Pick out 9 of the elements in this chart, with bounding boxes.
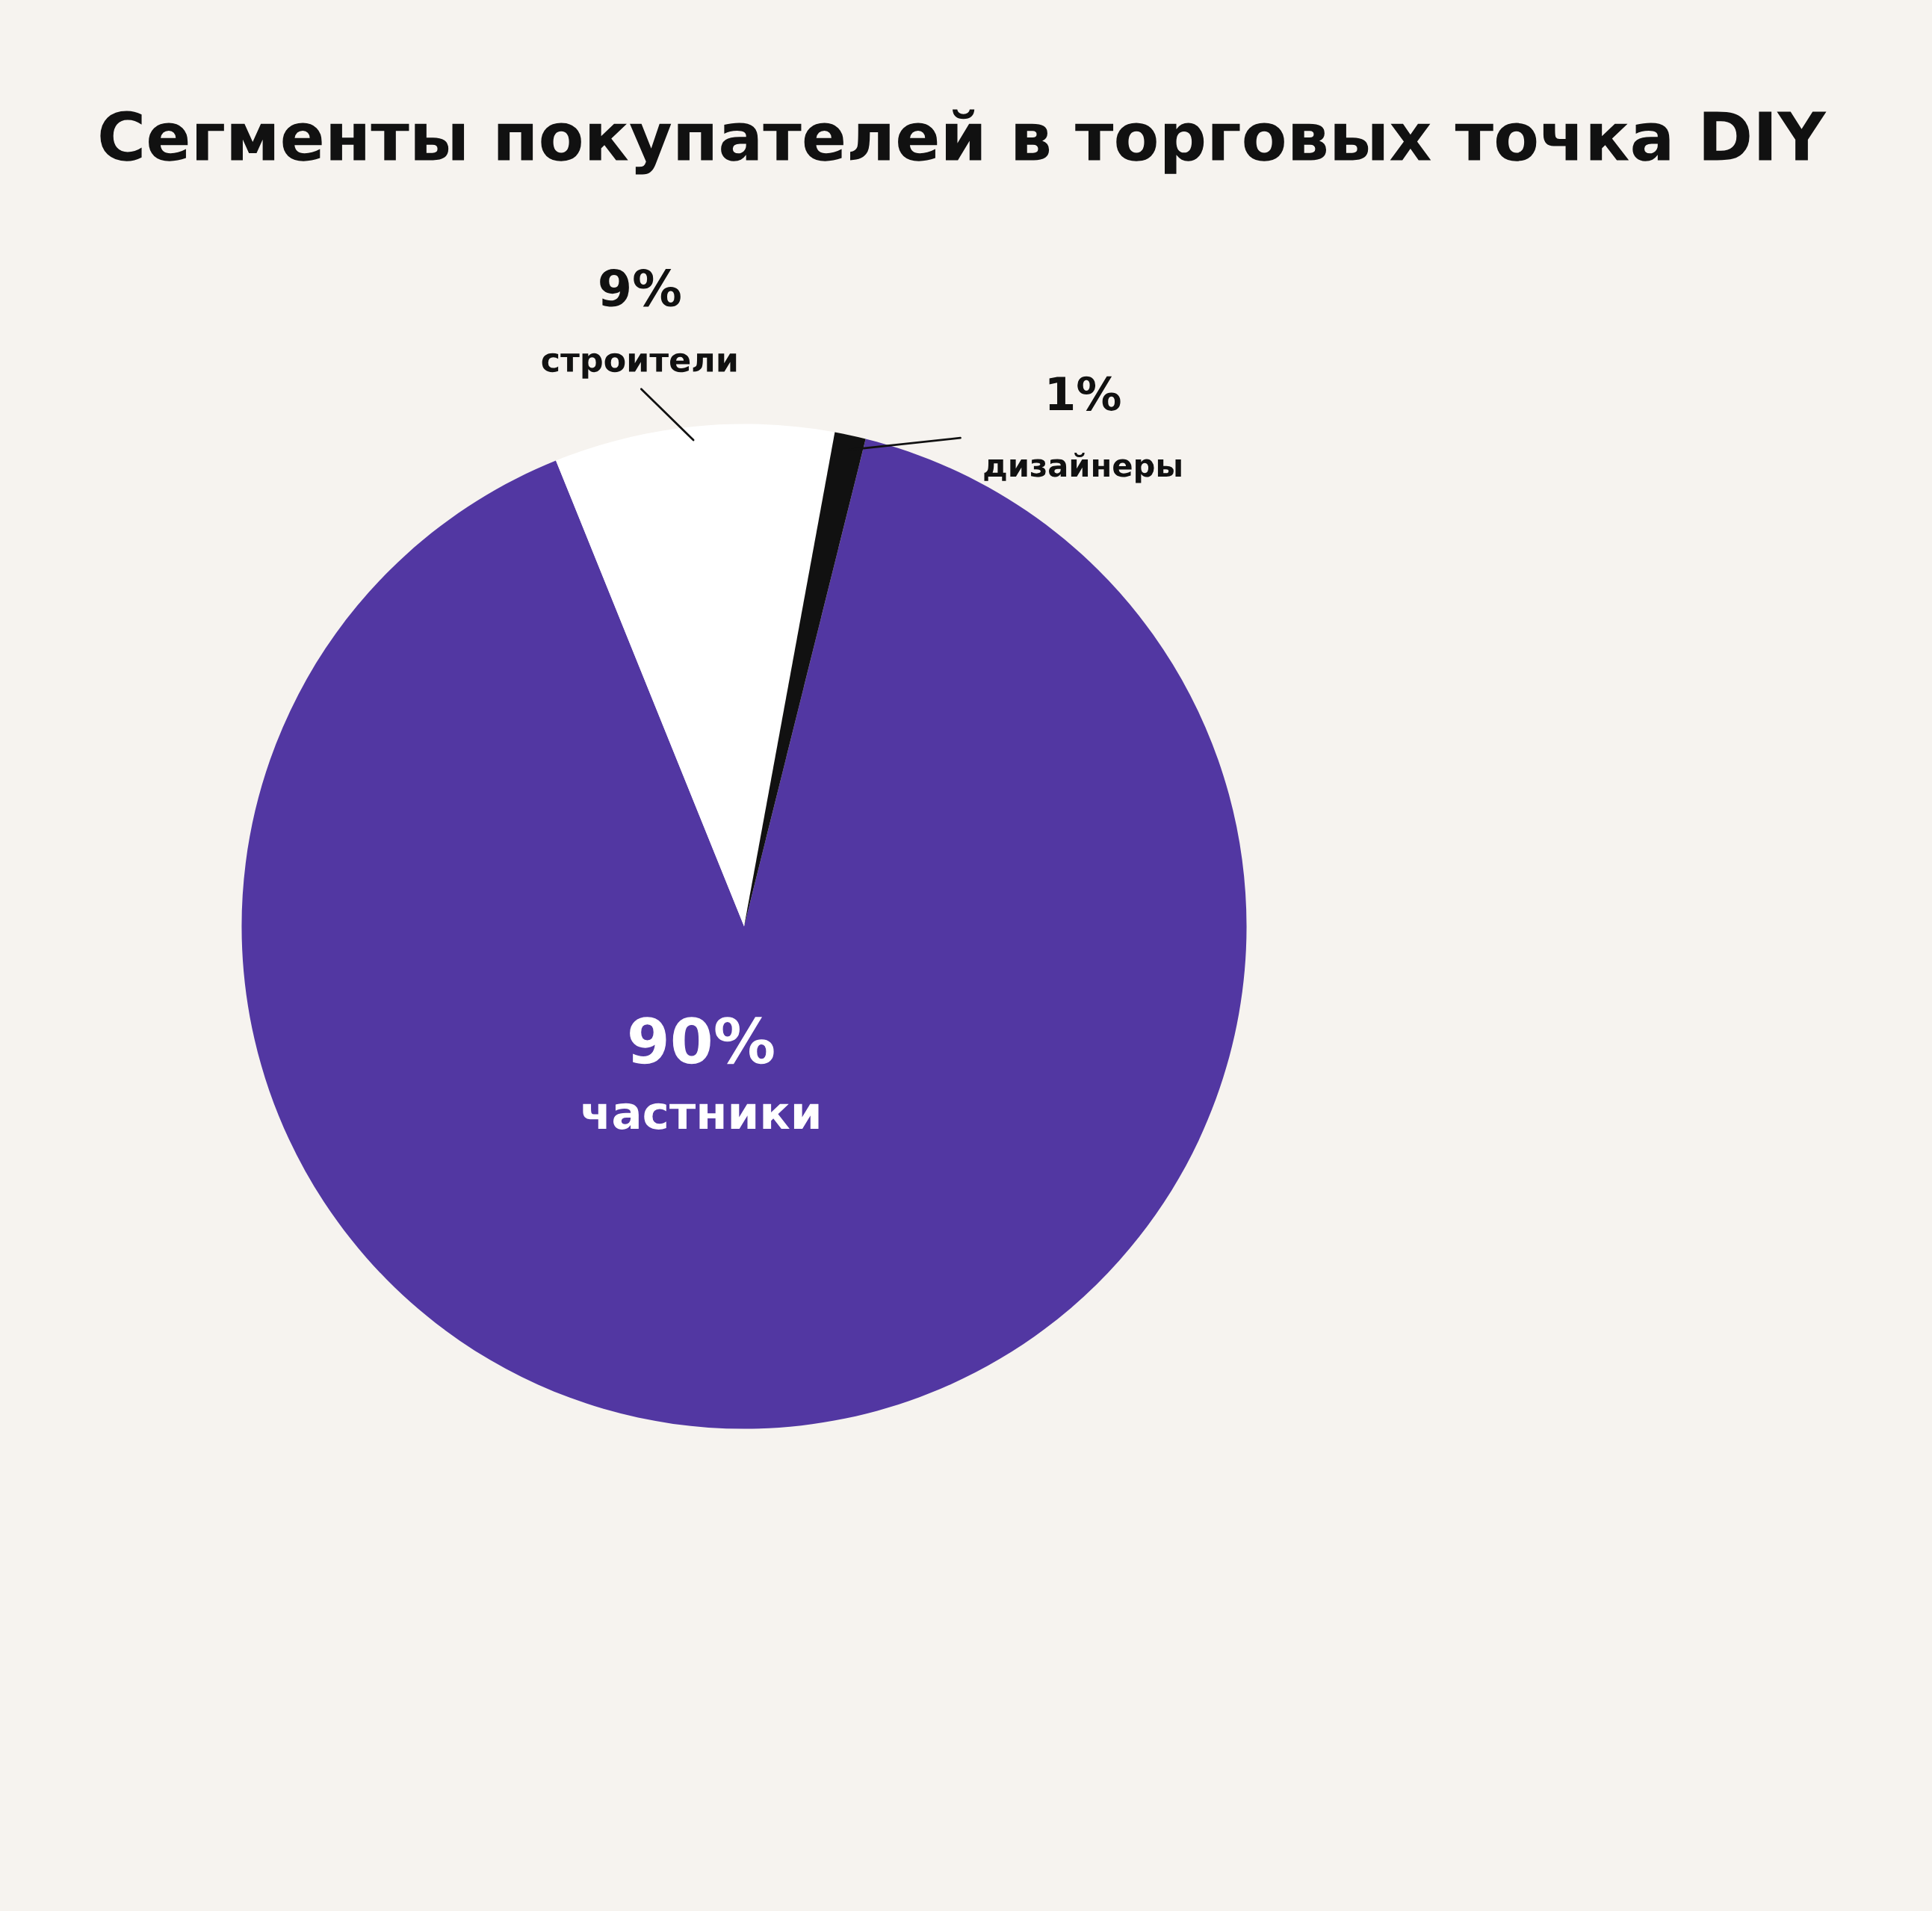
chart-title: Сегменты покупателей в торговых точка DIY: [100, 109, 1827, 175]
pie-slice: [556, 424, 835, 926]
data-label: 90%: [630, 1017, 774, 1065]
data-label: 1%: [1049, 376, 1121, 411]
data-label: 9%: [600, 269, 681, 307]
slice-label: частники: [583, 1103, 819, 1130]
pie-slice: [241, 439, 1247, 1429]
slice-label: дизайнеры: [984, 453, 1181, 483]
slice-label: строители: [542, 353, 737, 379]
